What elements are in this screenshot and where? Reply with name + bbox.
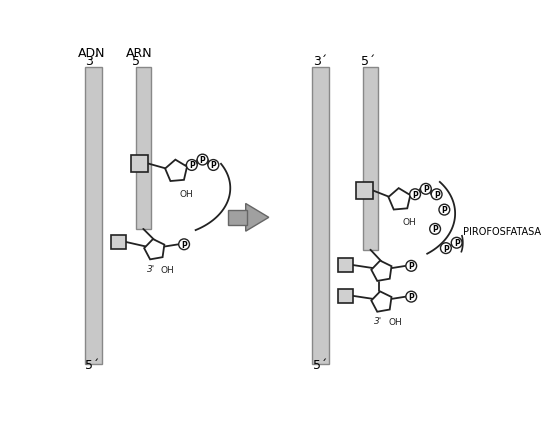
Text: P: P bbox=[189, 161, 195, 170]
Bar bbox=[136, 68, 151, 229]
Circle shape bbox=[452, 238, 462, 248]
Polygon shape bbox=[371, 261, 392, 281]
Bar bbox=[338, 258, 353, 273]
Circle shape bbox=[410, 190, 421, 200]
Text: 5´: 5´ bbox=[85, 359, 99, 371]
Text: ADN: ADN bbox=[78, 47, 106, 60]
Bar bbox=[228, 210, 248, 225]
Text: P: P bbox=[408, 293, 414, 302]
Text: P: P bbox=[408, 262, 414, 271]
Bar bbox=[131, 155, 148, 173]
Circle shape bbox=[406, 261, 417, 272]
Text: P: P bbox=[412, 190, 418, 199]
Text: P: P bbox=[432, 225, 438, 234]
Polygon shape bbox=[246, 204, 269, 232]
Text: P: P bbox=[454, 239, 460, 248]
Circle shape bbox=[406, 291, 417, 302]
Bar bbox=[111, 235, 126, 250]
Text: PIROFOSFATASA: PIROFOSFATASA bbox=[463, 227, 541, 236]
Text: P: P bbox=[443, 244, 449, 253]
Text: OH: OH bbox=[179, 190, 193, 199]
Text: ARN: ARN bbox=[126, 47, 153, 60]
Text: 3´: 3´ bbox=[85, 55, 99, 68]
Circle shape bbox=[197, 155, 208, 166]
Circle shape bbox=[420, 184, 431, 195]
Text: OH: OH bbox=[388, 318, 402, 327]
Text: 3': 3' bbox=[147, 264, 155, 273]
Text: P: P bbox=[434, 190, 439, 199]
Bar bbox=[356, 182, 373, 199]
Text: 3': 3' bbox=[374, 316, 382, 325]
Circle shape bbox=[208, 160, 219, 171]
Text: 3´: 3´ bbox=[314, 55, 327, 68]
Text: P: P bbox=[442, 206, 447, 215]
Text: OH: OH bbox=[161, 265, 175, 274]
Text: P: P bbox=[181, 240, 187, 249]
Text: 5´: 5´ bbox=[314, 359, 327, 371]
Circle shape bbox=[441, 243, 451, 254]
Circle shape bbox=[430, 224, 441, 235]
Polygon shape bbox=[144, 239, 164, 260]
Circle shape bbox=[186, 160, 197, 171]
Polygon shape bbox=[388, 189, 410, 210]
Bar bbox=[312, 68, 329, 364]
Circle shape bbox=[431, 190, 442, 200]
Text: 5´: 5´ bbox=[133, 55, 146, 68]
Bar bbox=[338, 289, 353, 303]
Text: OH: OH bbox=[403, 217, 416, 226]
Text: P: P bbox=[200, 156, 206, 165]
Text: P: P bbox=[423, 185, 429, 194]
Polygon shape bbox=[165, 160, 187, 181]
Text: 5´: 5´ bbox=[361, 55, 375, 68]
Polygon shape bbox=[371, 292, 392, 312]
Bar bbox=[363, 68, 378, 250]
Circle shape bbox=[179, 239, 189, 250]
Text: P: P bbox=[211, 161, 216, 170]
Bar bbox=[85, 68, 102, 364]
Circle shape bbox=[439, 205, 450, 216]
